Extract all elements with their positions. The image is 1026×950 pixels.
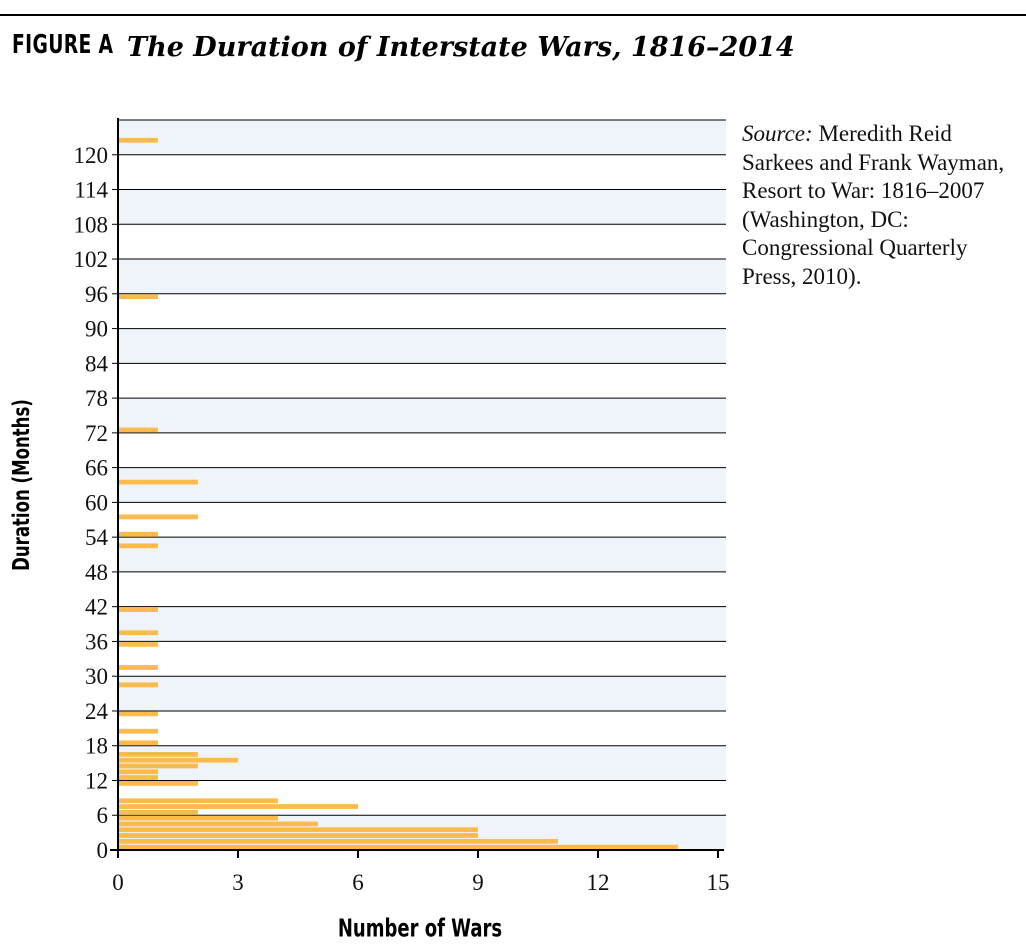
figure-label: FIGURE A — [12, 30, 114, 60]
y-tick-label: 42 — [85, 595, 108, 620]
y-tick-label: 48 — [85, 560, 108, 585]
bar — [118, 711, 158, 717]
background-band — [118, 606, 726, 642]
bar — [118, 294, 158, 300]
bar — [118, 740, 158, 746]
top-rule — [0, 14, 1026, 16]
source-text: Meredith Reid Sarkees and Frank Wayman, … — [742, 121, 1005, 289]
x-tick-label: 6 — [352, 870, 364, 895]
figure-heading: FIGURE A The Duration of Interstate Wars… — [12, 30, 795, 63]
y-tick-label: 36 — [85, 629, 108, 654]
bar — [118, 827, 478, 833]
bar — [118, 804, 358, 809]
x-tick-label: 12 — [587, 870, 610, 895]
background-band — [118, 259, 726, 294]
y-tick-label: 114 — [74, 178, 108, 203]
bar — [118, 427, 158, 433]
y-tick-label: 120 — [74, 143, 109, 168]
y-tick-label: 96 — [85, 282, 108, 307]
bar — [118, 682, 158, 688]
x-tick-label: 0 — [112, 870, 124, 895]
x-tick-label: 9 — [472, 870, 484, 895]
x-axis-label: Number of Wars — [337, 913, 503, 943]
x-tick-label: 15 — [707, 870, 730, 895]
bar — [118, 137, 158, 143]
y-tick-label: 30 — [85, 664, 108, 689]
bar — [118, 630, 158, 636]
background-band — [118, 745, 726, 781]
background-band — [118, 328, 726, 364]
background-band — [118, 676, 726, 711]
bar — [118, 780, 198, 786]
y-tick-label: 18 — [85, 734, 108, 759]
bar — [118, 798, 278, 804]
bar — [118, 815, 278, 821]
bar — [118, 809, 198, 815]
y-tick-label: 24 — [85, 699, 109, 724]
background-band — [118, 120, 726, 155]
y-tick-label: 54 — [85, 525, 109, 550]
bar — [118, 641, 158, 647]
bar — [118, 763, 198, 769]
y-tick-label: 102 — [74, 247, 109, 272]
y-tick-label: 6 — [97, 803, 109, 828]
bar — [118, 543, 158, 549]
y-tick-label: 60 — [85, 490, 108, 515]
y-axis-label: Duration (Months) — [9, 399, 35, 571]
bar — [118, 821, 318, 827]
figure-title: The Duration of Interstate Wars, 1816–20… — [127, 32, 795, 63]
source-note: Source: Meredith Reid Sarkees and Frank … — [742, 120, 1022, 291]
bar — [118, 665, 158, 670]
y-tick-label: 12 — [85, 768, 108, 793]
bar — [118, 838, 558, 844]
source-prefix: Source: — [742, 121, 813, 146]
y-tick-label: 84 — [85, 351, 109, 376]
bar — [118, 769, 158, 775]
bar — [118, 752, 198, 757]
bar — [118, 728, 158, 734]
bar — [118, 514, 198, 520]
background-band — [118, 398, 726, 433]
bar — [118, 531, 158, 537]
y-tick-label: 90 — [85, 317, 108, 342]
background-band — [118, 537, 726, 572]
bar — [118, 833, 478, 838]
y-tick-label: 72 — [85, 421, 108, 446]
bar — [118, 607, 158, 612]
x-tick-label: 3 — [232, 870, 244, 895]
bar — [118, 757, 238, 763]
background-band — [118, 189, 726, 225]
y-tick-label: 66 — [85, 456, 108, 481]
y-tick-label: 0 — [97, 838, 109, 863]
bar — [118, 844, 678, 850]
background-band — [118, 467, 726, 503]
y-tick-label: 108 — [74, 212, 109, 237]
bar — [118, 775, 158, 780]
y-tick-label: 78 — [85, 386, 108, 411]
bar — [118, 479, 198, 485]
background-band — [118, 815, 726, 850]
